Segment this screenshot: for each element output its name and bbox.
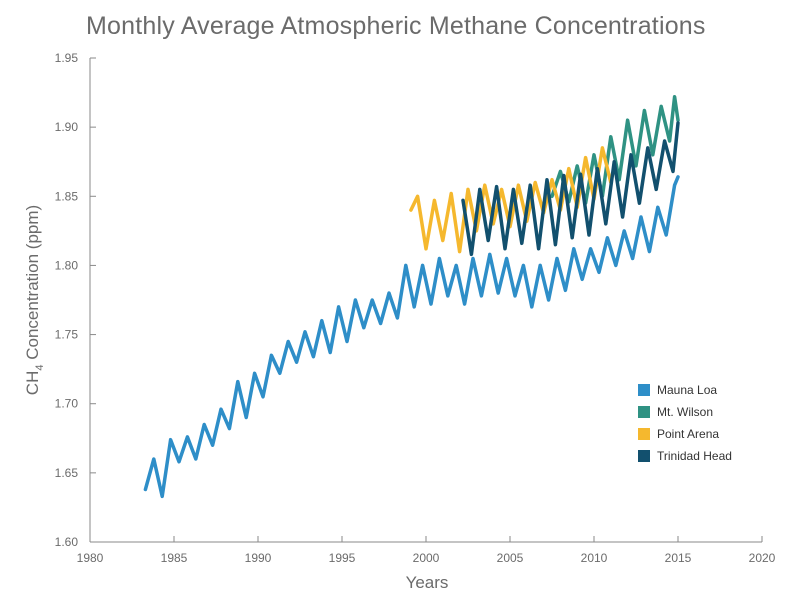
legend-swatch: [638, 384, 650, 396]
y-tick-label: 1.65: [55, 466, 79, 480]
y-axis-title: CH4 Concentration (ppm): [23, 205, 46, 395]
legend: Mauna Loa Mt. Wilson Point Arena Trinidad H…: [638, 383, 732, 463]
x-axis-title: Years: [406, 573, 449, 592]
legend-label: Mt. Wilson: [657, 405, 713, 419]
y-tick-label: 1.70: [55, 397, 79, 411]
x-tick-label: 2005: [497, 551, 524, 565]
y-tick-label: 1.85: [55, 189, 79, 203]
x-tick-label: 1995: [329, 551, 356, 565]
y-ticks: 1.60 1.65 1.70 1.75 1.80 1.85 1.90 1.95: [55, 51, 96, 549]
y-tick-label: 1.80: [55, 258, 79, 272]
x-tick-label: 1980: [77, 551, 104, 565]
series-line-mauna-loa: [143, 175, 680, 499]
series-line-mt-wilson: [550, 94, 680, 205]
legend-label: Trinidad Head: [657, 449, 732, 463]
legend-label: Mauna Loa: [657, 383, 717, 397]
x-tick-label: 1985: [161, 551, 188, 565]
y-tick-label: 1.95: [55, 51, 79, 65]
series-line-trinidad-head: [461, 121, 680, 257]
x-tick-label: 2010: [581, 551, 608, 565]
y-axis-title-rest: Concentration (ppm): [23, 205, 42, 365]
x-tick-label: 2000: [413, 551, 440, 565]
y-axis-title-subscript: 4: [34, 365, 46, 371]
y-tick-label: 1.75: [55, 328, 79, 342]
x-tick-label: 1990: [245, 551, 272, 565]
y-axis-title-main: CH: [23, 371, 42, 396]
y-tick-label: 1.90: [55, 120, 79, 134]
legend-swatch: [638, 406, 650, 418]
x-tick-label: 2015: [665, 551, 692, 565]
x-ticks: 1980 1985 1990 1995 2000 2005 2010 2015 2020: [77, 536, 776, 565]
legend-swatch: [638, 450, 650, 462]
y-tick-label: 1.60: [55, 535, 79, 549]
chart-title: Monthly Average Atmospheric Methane Conc…: [86, 12, 706, 40]
x-tick-label: 2020: [749, 551, 776, 565]
legend-label: Point Arena: [657, 427, 719, 441]
series-group: [143, 94, 680, 499]
legend-swatch: [638, 428, 650, 440]
